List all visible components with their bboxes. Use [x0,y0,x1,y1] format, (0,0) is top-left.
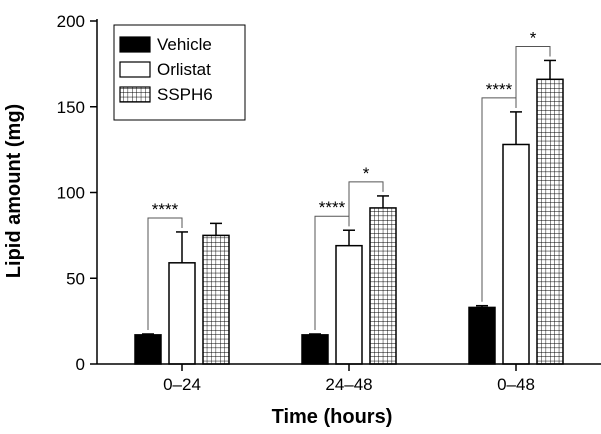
bar [301,334,329,365]
significance-label: **** [319,198,346,217]
significance-layer: **** ********** [147,28,551,330]
bracket-line [147,217,183,330]
significance-bracket: * [515,28,551,108]
bracket-line [515,45,551,108]
legend-item: Orlistat [119,60,211,79]
bar [168,262,196,365]
significance-label: **** [152,200,179,219]
bracket-line [348,181,384,227]
legend-swatch [119,36,151,53]
bar [369,207,397,365]
legend-swatch [119,86,151,103]
y-tick-label: 150 [57,98,85,117]
bar [502,143,530,365]
significance-label: **** [486,80,513,99]
y-axis: 0 50 100 150 200 [57,12,98,374]
legend: Vehicle Orlistat SSPH6 [113,24,246,121]
bar [202,234,230,365]
x-tick-label: 0–48 [497,375,535,394]
legend-label: SSPH6 [157,85,213,104]
bar [335,244,363,365]
significance-label: * [530,28,537,47]
legend-swatch [119,61,151,78]
x-tick-label: 0–24 [163,375,201,394]
y-tick-label: 50 [66,269,85,288]
y-tick-label: 200 [57,12,85,31]
significance-label: * [363,164,370,183]
legend-item: SSPH6 [119,85,213,104]
significance-bracket: **** [147,200,183,330]
y-tick-label: 100 [57,184,85,203]
errorbars-layer [142,59,556,335]
bar [536,78,564,365]
significance-bracket: * [348,164,384,227]
x-tick-label: 24–48 [325,375,372,394]
legend-item: Vehicle [119,35,212,54]
bar [134,334,162,365]
legend-label: Vehicle [157,35,212,54]
y-axis-title: Lipid amount (mg) [3,104,25,278]
bar [468,306,496,365]
x-axis: 0–24 24–48 0–48 [97,363,601,394]
y-tick-label: 0 [76,355,85,374]
legend-label: Orlistat [157,60,211,79]
x-axis-title: Time (hours) [272,406,393,428]
